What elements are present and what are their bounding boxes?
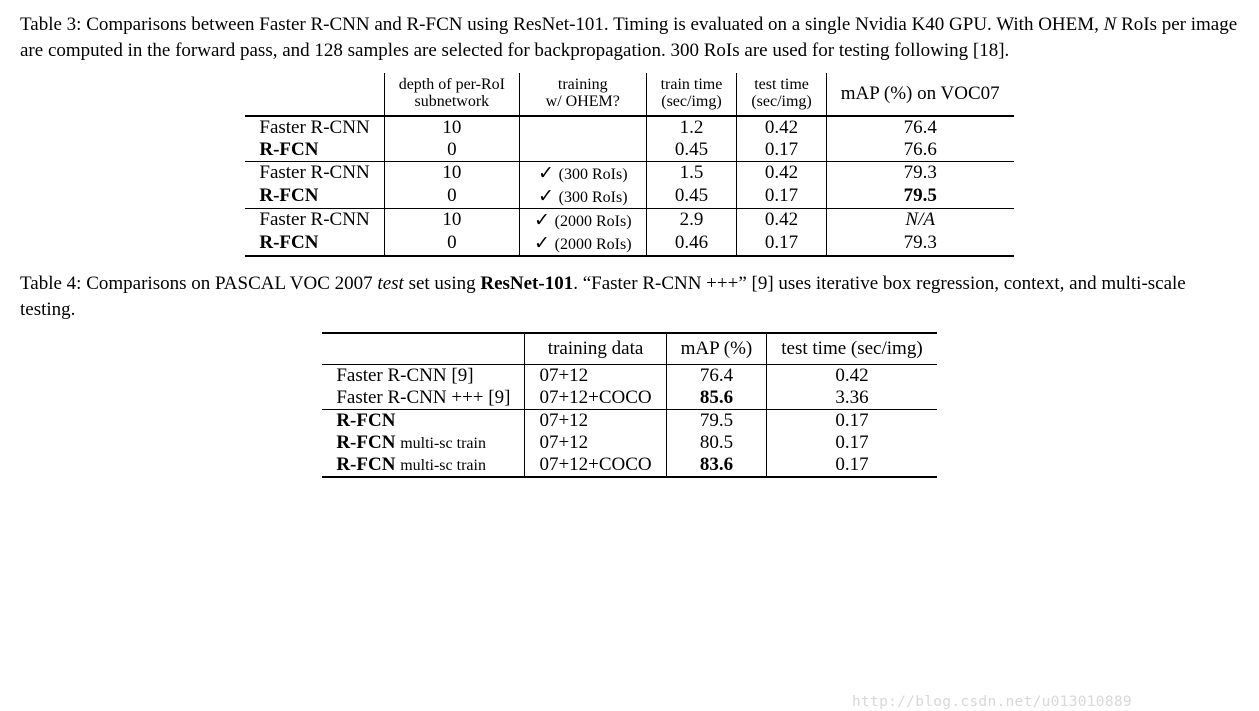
table3-header-cell: trainingw/ OHEM? xyxy=(520,73,647,116)
table3-cell: R-FCN xyxy=(245,139,384,162)
table4-cell: Faster R-CNN [9] xyxy=(322,365,525,388)
table3-cell: N/A xyxy=(826,208,1013,232)
table4-header-cell: training data xyxy=(525,333,666,365)
table3-cell: 10 xyxy=(384,208,519,232)
table3: depth of per-RoIsubnetworktrainingw/ OHE… xyxy=(245,73,1013,257)
table3-header-cell: depth of per-RoIsubnetwork xyxy=(384,73,519,116)
table3-cell: 10 xyxy=(384,116,519,139)
table4-cell: 07+12+COCO xyxy=(525,387,666,410)
table4-caption: Table 4: Comparisons on PASCAL VOC 2007 … xyxy=(20,271,1239,322)
table3-row: Faster R-CNN10✓ (2000 RoIs)2.90.42N/A xyxy=(245,208,1013,232)
table4-cell: 0.17 xyxy=(767,432,937,454)
table3-cell: 79.5 xyxy=(826,185,1013,209)
table4-cell: 07+12 xyxy=(525,365,666,388)
table3-cell: Faster R-CNN xyxy=(245,208,384,232)
table3-cell: Faster R-CNN xyxy=(245,161,384,185)
table4-cell: 0.17 xyxy=(767,410,937,433)
table3-row: R-FCN0 0.450.1776.6 xyxy=(245,139,1013,162)
table3-cell: R-FCN xyxy=(245,232,384,256)
table3-header-cell: train time(sec/img) xyxy=(646,73,737,116)
table4: training datamAP (%)test time (sec/img)F… xyxy=(322,332,936,478)
table4-cell: 0.42 xyxy=(767,365,937,388)
table4-header-cell: mAP (%) xyxy=(666,333,767,365)
table4-cell: 07+12 xyxy=(525,410,666,433)
table4-row: R-FCN07+1279.50.17 xyxy=(322,410,936,433)
table3-header-cell: test time(sec/img) xyxy=(737,73,826,116)
table3-cell: ✓ (2000 RoIs) xyxy=(520,232,647,256)
table4-row: Faster R-CNN [9]07+1276.40.42 xyxy=(322,365,936,388)
table3-row: Faster R-CNN10✓ (300 RoIs)1.50.4279.3 xyxy=(245,161,1013,185)
table3-cell xyxy=(520,116,647,139)
table3-cell: 0.17 xyxy=(737,185,826,209)
table3-cell: 0.45 xyxy=(646,139,737,162)
table3-caption: Table 3: Comparisons between Faster R-CN… xyxy=(20,12,1239,63)
table4-cell: 3.36 xyxy=(767,387,937,410)
table4-row: Faster R-CNN +++ [9]07+12+COCO85.63.36 xyxy=(322,387,936,410)
table4-cell: R-FCN multi-sc train xyxy=(322,454,525,477)
table3-cell: Faster R-CNN xyxy=(245,116,384,139)
table3-cell: 0.45 xyxy=(646,185,737,209)
table3-cell: 0.42 xyxy=(737,208,826,232)
table3-cell: 0.42 xyxy=(737,161,826,185)
table4-cell: 07+12+COCO xyxy=(525,454,666,477)
table4-header-cell xyxy=(322,333,525,365)
table4-header-cell: test time (sec/img) xyxy=(767,333,937,365)
table4-cell: 85.6 xyxy=(666,387,767,410)
table4-cell: Faster R-CNN +++ [9] xyxy=(322,387,525,410)
table4-cell: 83.6 xyxy=(666,454,767,477)
table4-cell: 0.17 xyxy=(767,454,937,477)
table3-cell: 0.46 xyxy=(646,232,737,256)
table3-row: R-FCN0✓ (300 RoIs)0.450.1779.5 xyxy=(245,185,1013,209)
table3-header-cell: mAP (%) on VOC07 xyxy=(826,73,1013,116)
table3-cell: 79.3 xyxy=(826,232,1013,256)
table3-cell: 76.6 xyxy=(826,139,1013,162)
table4-row: R-FCN multi-sc train07+1280.50.17 xyxy=(322,432,936,454)
table3-cell xyxy=(520,139,647,162)
table3-cell: 10 xyxy=(384,161,519,185)
table3-cell: 0 xyxy=(384,185,519,209)
table3-cell: 76.4 xyxy=(826,116,1013,139)
table3-cell: 0.17 xyxy=(737,232,826,256)
table3-row: R-FCN0✓ (2000 RoIs)0.460.1779.3 xyxy=(245,232,1013,256)
table3-row: Faster R-CNN10 1.20.4276.4 xyxy=(245,116,1013,139)
table3-cell: 2.9 xyxy=(646,208,737,232)
table4-cell: 07+12 xyxy=(525,432,666,454)
table3-cell: 0 xyxy=(384,139,519,162)
table3-cell: 0.17 xyxy=(737,139,826,162)
table3-cell: ✓ (300 RoIs) xyxy=(520,161,647,185)
watermark-text: http://blog.csdn.net/u013010889 xyxy=(852,694,1132,710)
table4-cell: R-FCN xyxy=(322,410,525,433)
table3-cell: ✓ (300 RoIs) xyxy=(520,185,647,209)
table3-cell: 0 xyxy=(384,232,519,256)
table3-cell: ✓ (2000 RoIs) xyxy=(520,208,647,232)
table3-cell: 79.3 xyxy=(826,161,1013,185)
table4-cell: 80.5 xyxy=(666,432,767,454)
table4-cell: 79.5 xyxy=(666,410,767,433)
table4-cell: 76.4 xyxy=(666,365,767,388)
table4-row: R-FCN multi-sc train07+12+COCO83.60.17 xyxy=(322,454,936,477)
table3-cell: 0.42 xyxy=(737,116,826,139)
table3-cell: 1.2 xyxy=(646,116,737,139)
table3-cell: R-FCN xyxy=(245,185,384,209)
table3-cell: 1.5 xyxy=(646,161,737,185)
table3-header-cell xyxy=(245,73,384,116)
table4-cell: R-FCN multi-sc train xyxy=(322,432,525,454)
